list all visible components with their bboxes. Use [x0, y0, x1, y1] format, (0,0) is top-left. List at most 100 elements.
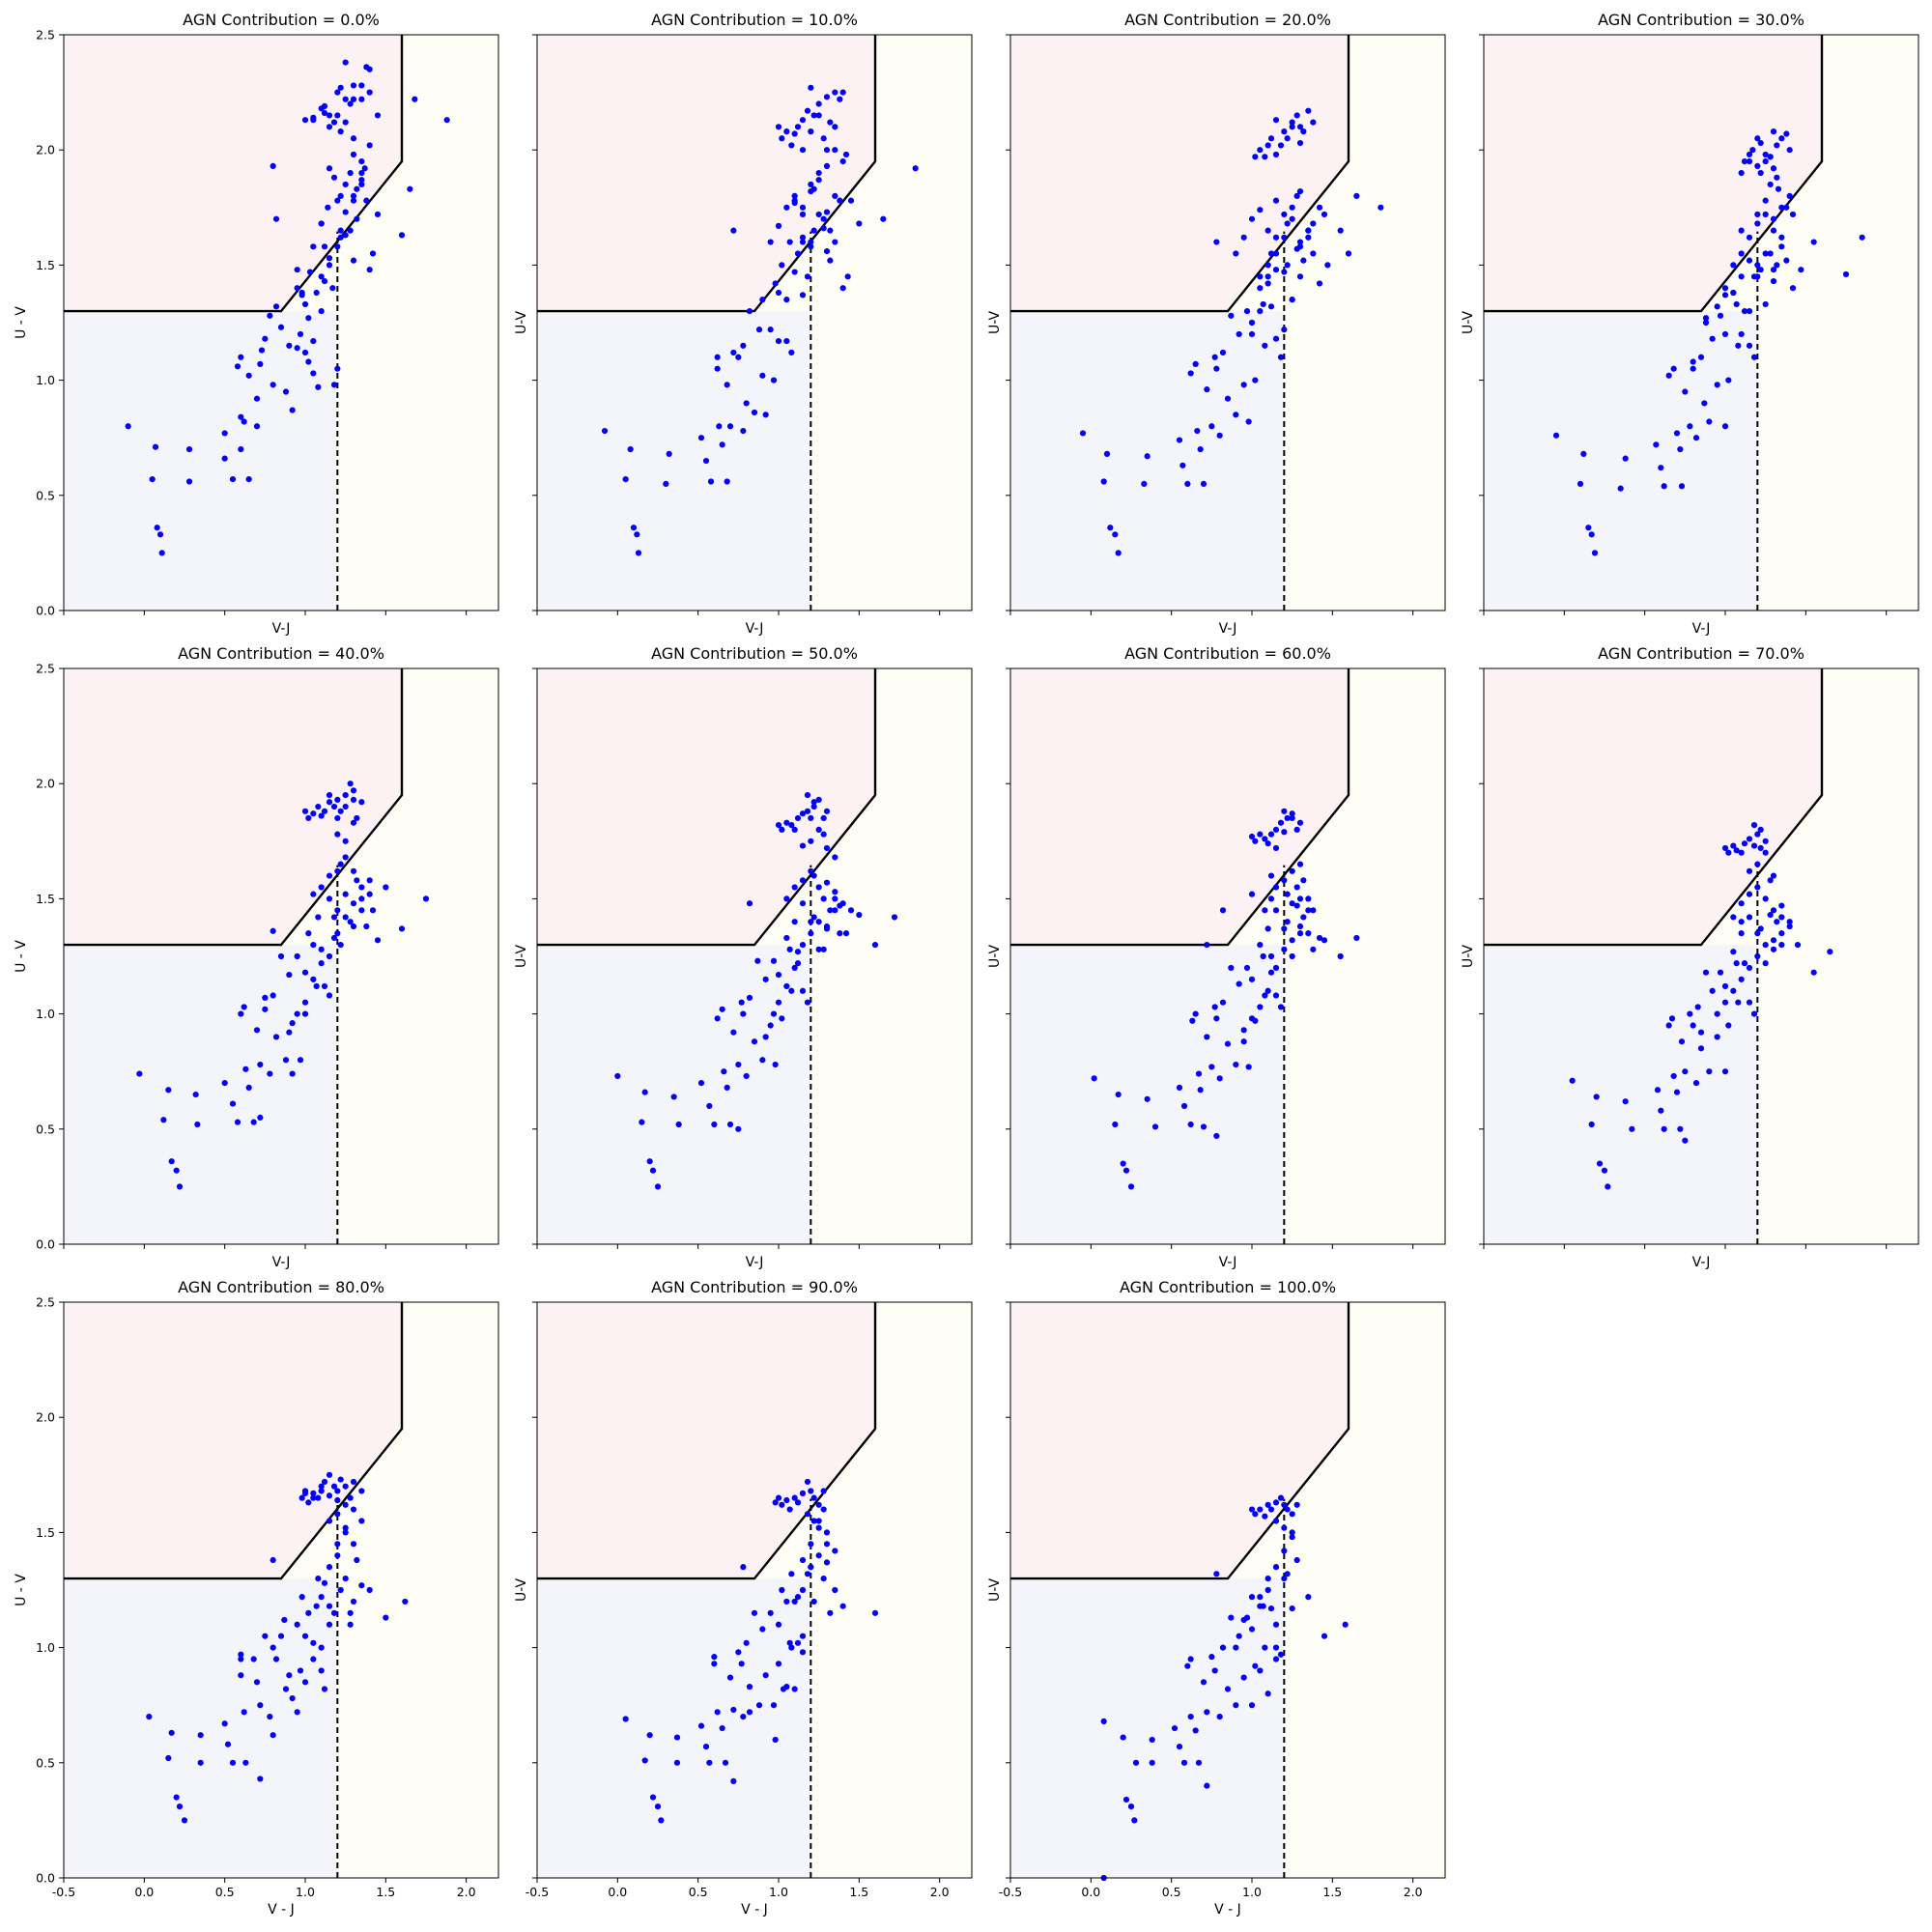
data-point [1721, 285, 1729, 292]
data-point [783, 819, 790, 826]
data-point [1827, 949, 1833, 955]
data-point [1337, 952, 1344, 960]
data-point [1746, 891, 1753, 897]
data-point [337, 861, 344, 867]
data-point [1272, 826, 1280, 833]
data-point [1248, 330, 1256, 338]
data-point [1770, 872, 1777, 879]
data-point [297, 330, 304, 338]
data-point [242, 1065, 249, 1072]
data-point [297, 1667, 304, 1674]
data-point [383, 884, 389, 891]
data-point [270, 162, 276, 169]
data-point [354, 215, 360, 222]
data-point [267, 1714, 273, 1720]
data-point [1262, 907, 1268, 914]
data-point [827, 1609, 834, 1616]
data-point [772, 1736, 779, 1744]
data-point [1293, 902, 1300, 909]
data-point [1171, 1724, 1179, 1732]
data-point [601, 427, 609, 435]
data-point [301, 1679, 309, 1686]
x-tick-label: -0.5 [999, 1885, 1022, 1899]
data-point [354, 877, 360, 884]
data-point [832, 124, 838, 130]
data-point [799, 1586, 807, 1594]
data-point [1754, 930, 1761, 937]
data-point [1289, 124, 1295, 130]
quiescent-boundary-line [1010, 35, 1350, 313]
x-tick-label: 2.0 [1404, 1885, 1423, 1899]
data-point [1767, 154, 1774, 160]
data-point [350, 82, 357, 89]
data-point [788, 822, 795, 829]
data-point [313, 1603, 320, 1609]
data-point [1757, 826, 1764, 833]
data-point [1176, 437, 1183, 443]
x-tick-label: 0.0 [134, 1885, 154, 1899]
data-point [1208, 1654, 1215, 1661]
data-point [1281, 1524, 1288, 1531]
panel-title: AGN Contribution = 30.0% [1598, 11, 1804, 29]
data-point [775, 822, 782, 829]
data-point [318, 1644, 325, 1651]
data-point [1236, 980, 1242, 987]
data-point [334, 814, 341, 822]
data-point [310, 370, 317, 377]
data-point [310, 1656, 317, 1662]
quiescent-boundary-line [537, 35, 877, 313]
data-point [1750, 842, 1758, 849]
data-point [804, 107, 811, 114]
data-point [1281, 808, 1288, 814]
data-point [743, 1072, 750, 1080]
data-point [1281, 1501, 1288, 1508]
data-point [1738, 330, 1745, 338]
data-point [347, 1494, 354, 1501]
data-point [262, 335, 269, 342]
data-point [810, 227, 817, 234]
data-point [407, 185, 413, 192]
data-point [245, 476, 252, 483]
data-point [808, 867, 814, 874]
data-point [326, 165, 333, 172]
data-point [1738, 849, 1745, 856]
data-point [1789, 211, 1797, 218]
data-point [880, 215, 887, 222]
data-point [1661, 483, 1667, 490]
data-point [783, 895, 790, 902]
data-point [823, 147, 831, 154]
data-point [1593, 1094, 1600, 1100]
y-tick-label: 0.5 [36, 1122, 55, 1136]
data-point [326, 1564, 333, 1571]
data-point [1213, 1132, 1220, 1140]
data-point [1112, 531, 1119, 538]
data-point [1580, 450, 1587, 457]
data-point [810, 1598, 817, 1605]
data-point [342, 1501, 349, 1508]
data-point [815, 946, 822, 952]
data-point [791, 884, 798, 891]
data-point [1236, 1633, 1242, 1639]
data-point [820, 225, 827, 232]
data-point [1738, 250, 1745, 257]
data-point [791, 192, 798, 199]
y-tick-label: 1.5 [36, 892, 55, 906]
data-point [799, 147, 807, 154]
data-point [1316, 204, 1323, 211]
data-point [1264, 1690, 1271, 1697]
y-axis-label: U - V [14, 306, 29, 339]
data-point [808, 919, 814, 925]
data-point [1746, 158, 1753, 165]
data-point [168, 1158, 175, 1165]
data-point [361, 165, 368, 172]
data-point [326, 872, 333, 879]
data-point [192, 1091, 199, 1098]
data-point [1293, 112, 1300, 119]
data-point [1842, 270, 1850, 278]
data-point [282, 1686, 290, 1692]
data-point [342, 914, 349, 921]
data-point [1281, 128, 1288, 135]
data-point [1224, 1686, 1232, 1692]
data-point [1264, 925, 1271, 932]
data-point [759, 1626, 766, 1633]
